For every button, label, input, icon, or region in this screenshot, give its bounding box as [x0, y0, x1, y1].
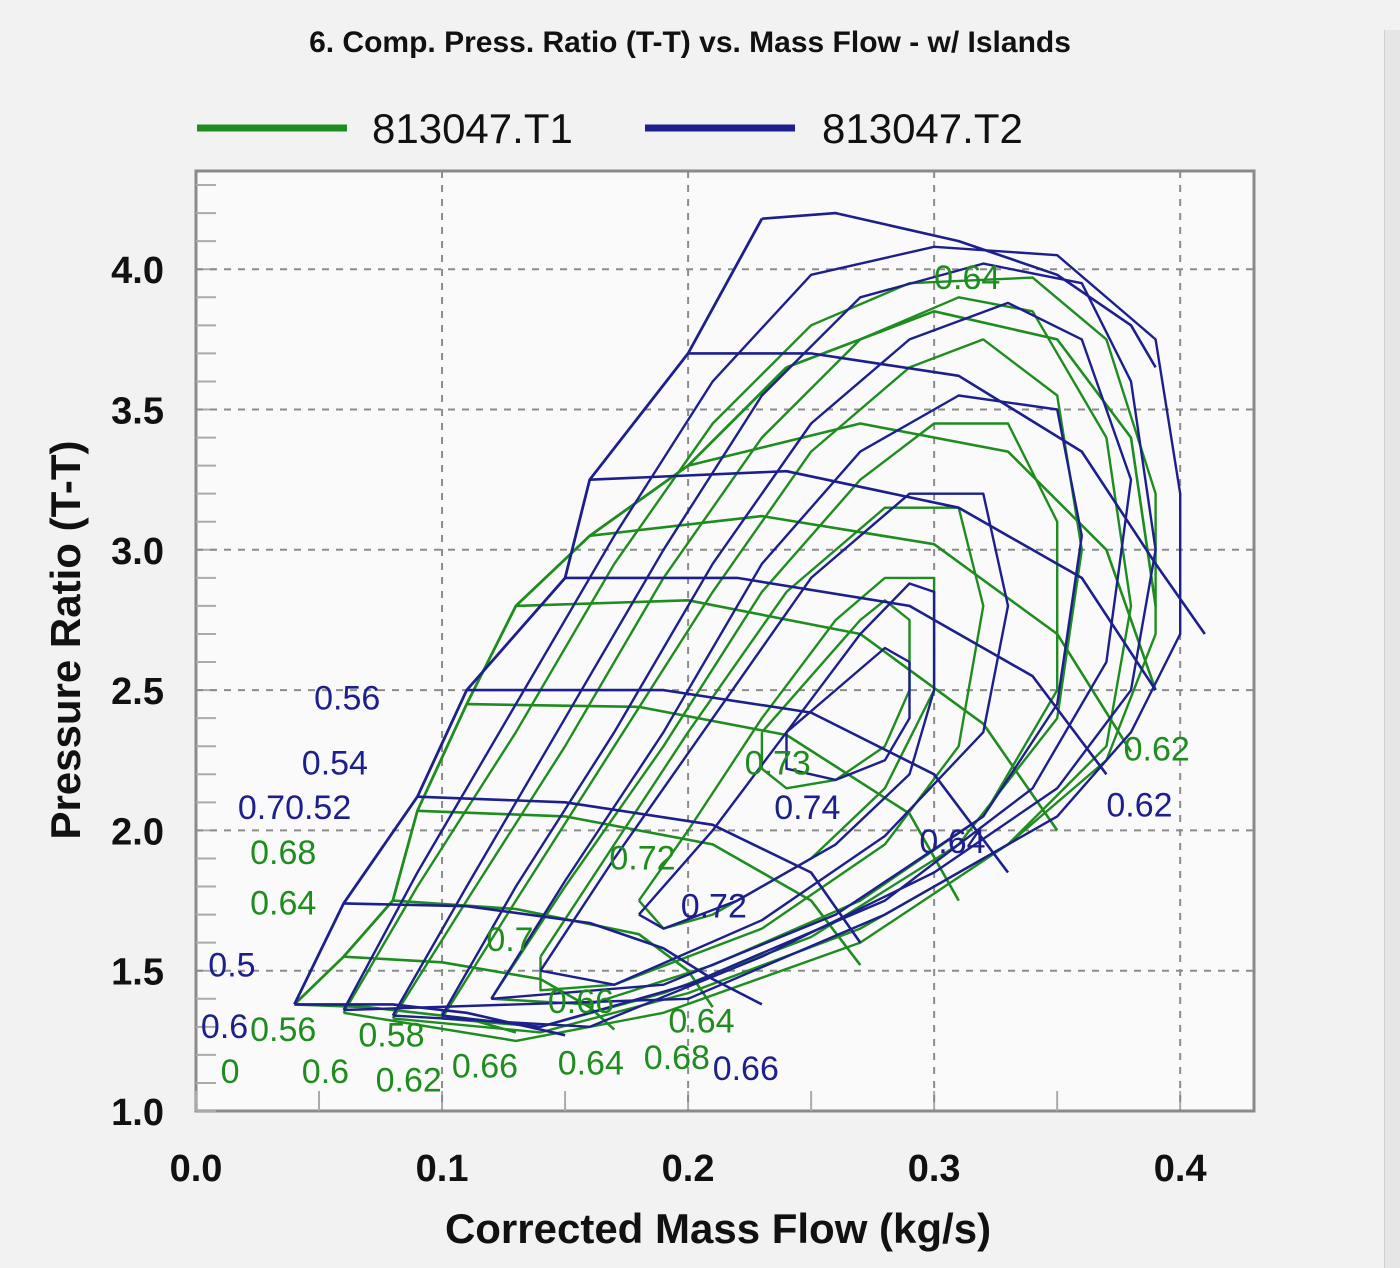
- legend-label-t2: 813047.T2: [822, 105, 1023, 152]
- efficiency-label: 0.58: [358, 1016, 424, 1054]
- speed-line: [417, 795, 862, 944]
- series-813047.T2: [293, 211, 1206, 1037]
- speed-line: [466, 688, 1010, 874]
- y-axis-ticks: 1.0 1.5 2.0 2.5 3.0 3.5 4.0: [111, 250, 164, 1134]
- efficiency-island-0.62: [342, 245, 1182, 1012]
- efficiency-label: 0.54: [302, 744, 368, 782]
- y-tick-label: 1.0: [111, 1092, 164, 1134]
- speed-line: [786, 309, 1157, 607]
- speed-line: [417, 809, 862, 966]
- x-tick-label: 0.4: [1154, 1148, 1207, 1190]
- efficiency-island-0.64: [391, 262, 1157, 1029]
- efficiency-label: 0.56: [250, 1011, 316, 1049]
- speed-line: [294, 1003, 517, 1034]
- y-tick-label: 4.0: [111, 250, 164, 292]
- efficiency-label: 0.72: [681, 887, 747, 925]
- efficiency-label: 0.7: [486, 921, 533, 959]
- legend: 813047.T1 813047.T2: [197, 105, 1023, 152]
- speed-line: [565, 576, 1108, 776]
- chart-title: 6. Comp. Press. Ratio (T-T) vs. Mass Flo…: [309, 26, 1071, 59]
- efficiency-label: 0.64: [558, 1045, 624, 1083]
- efficiency-island-0.70: [539, 492, 1010, 986]
- speed-line: [688, 352, 1206, 635]
- efficiency-label: 0.6: [302, 1053, 349, 1091]
- efficiency-label: 0.62: [1124, 730, 1190, 768]
- efficiency-label: 0.62: [1106, 786, 1172, 824]
- legend-label-t1: 813047.T1: [372, 105, 573, 152]
- grid-lines: [196, 171, 1254, 1111]
- surge-line: [293, 366, 788, 1006]
- efficiency-label: 0.64: [919, 823, 985, 861]
- efficiency-label: 0.73: [745, 744, 811, 782]
- efficiency-label: 0.74: [774, 789, 840, 827]
- efficiency-label: 0.64: [668, 1002, 734, 1040]
- y-tick-label: 3.0: [111, 531, 164, 573]
- series-layer: [293, 211, 1206, 1043]
- efficiency-label: 0.64: [250, 885, 316, 923]
- y-tick-label: 2.0: [111, 811, 164, 853]
- y-tick-label: 1.5: [111, 952, 164, 994]
- y-tick-label: 2.5: [111, 671, 164, 713]
- window-scrollbar-edge[interactable]: [1384, 30, 1400, 1268]
- efficiency-label: 0.64: [934, 259, 1000, 297]
- plot-area: [194, 169, 1256, 1113]
- efficiency-label: 0.5: [208, 946, 255, 984]
- efficiency-label: 0.68: [250, 834, 316, 872]
- x-axis-label: Corrected Mass Flow (kg/s): [445, 1205, 991, 1252]
- speed-line: [343, 902, 763, 1006]
- speed-line: [687, 422, 1157, 691]
- x-tick-label: 0.1: [416, 1148, 469, 1190]
- efficiency-island-0.68: [490, 394, 1084, 1000]
- y-tick-label: 3.5: [111, 391, 164, 433]
- x-axis-ticks: 0.0 0.1 0.2 0.3 0.4: [170, 1148, 1207, 1190]
- x-tick-label: 0.0: [170, 1148, 223, 1190]
- efficiency-label: 0.70.52: [238, 789, 351, 827]
- efficiency-label: 0.66: [452, 1047, 518, 1085]
- efficiency-island-0.72: [637, 582, 936, 930]
- efficiency-island-0.66: [440, 301, 1133, 1029]
- efficiency-label: 0.56: [314, 680, 380, 718]
- efficiency-island-0.74: [785, 646, 911, 782]
- speed-line: [589, 469, 1157, 691]
- efficiency-labels: 0.640.620.730.720.70.660.640.680.640.660…: [201, 259, 1190, 1100]
- speed-line: [589, 514, 1133, 753]
- efficiency-label: 0.66: [548, 983, 614, 1021]
- x-tick-label: 0.3: [908, 1148, 961, 1190]
- minor-ticks: [195, 184, 1182, 1112]
- speed-line: [761, 211, 1157, 369]
- x-tick-label: 0.2: [662, 1148, 715, 1190]
- speed-line: [343, 955, 616, 1031]
- efficiency-label: 0: [221, 1053, 240, 1091]
- efficiency-label: 0.66: [713, 1050, 779, 1088]
- efficiency-label: 0.62: [376, 1061, 442, 1099]
- efficiency-label: 0.72: [609, 840, 675, 878]
- efficiency-island-0.62: [342, 276, 1157, 1043]
- speed-line: [294, 1003, 566, 1037]
- efficiency-label: 0.6: [201, 1008, 248, 1046]
- efficiency-label: 0.68: [644, 1039, 710, 1077]
- y-axis-label: Pressure Ratio (T-T): [42, 440, 89, 839]
- surge-line: [293, 218, 764, 1006]
